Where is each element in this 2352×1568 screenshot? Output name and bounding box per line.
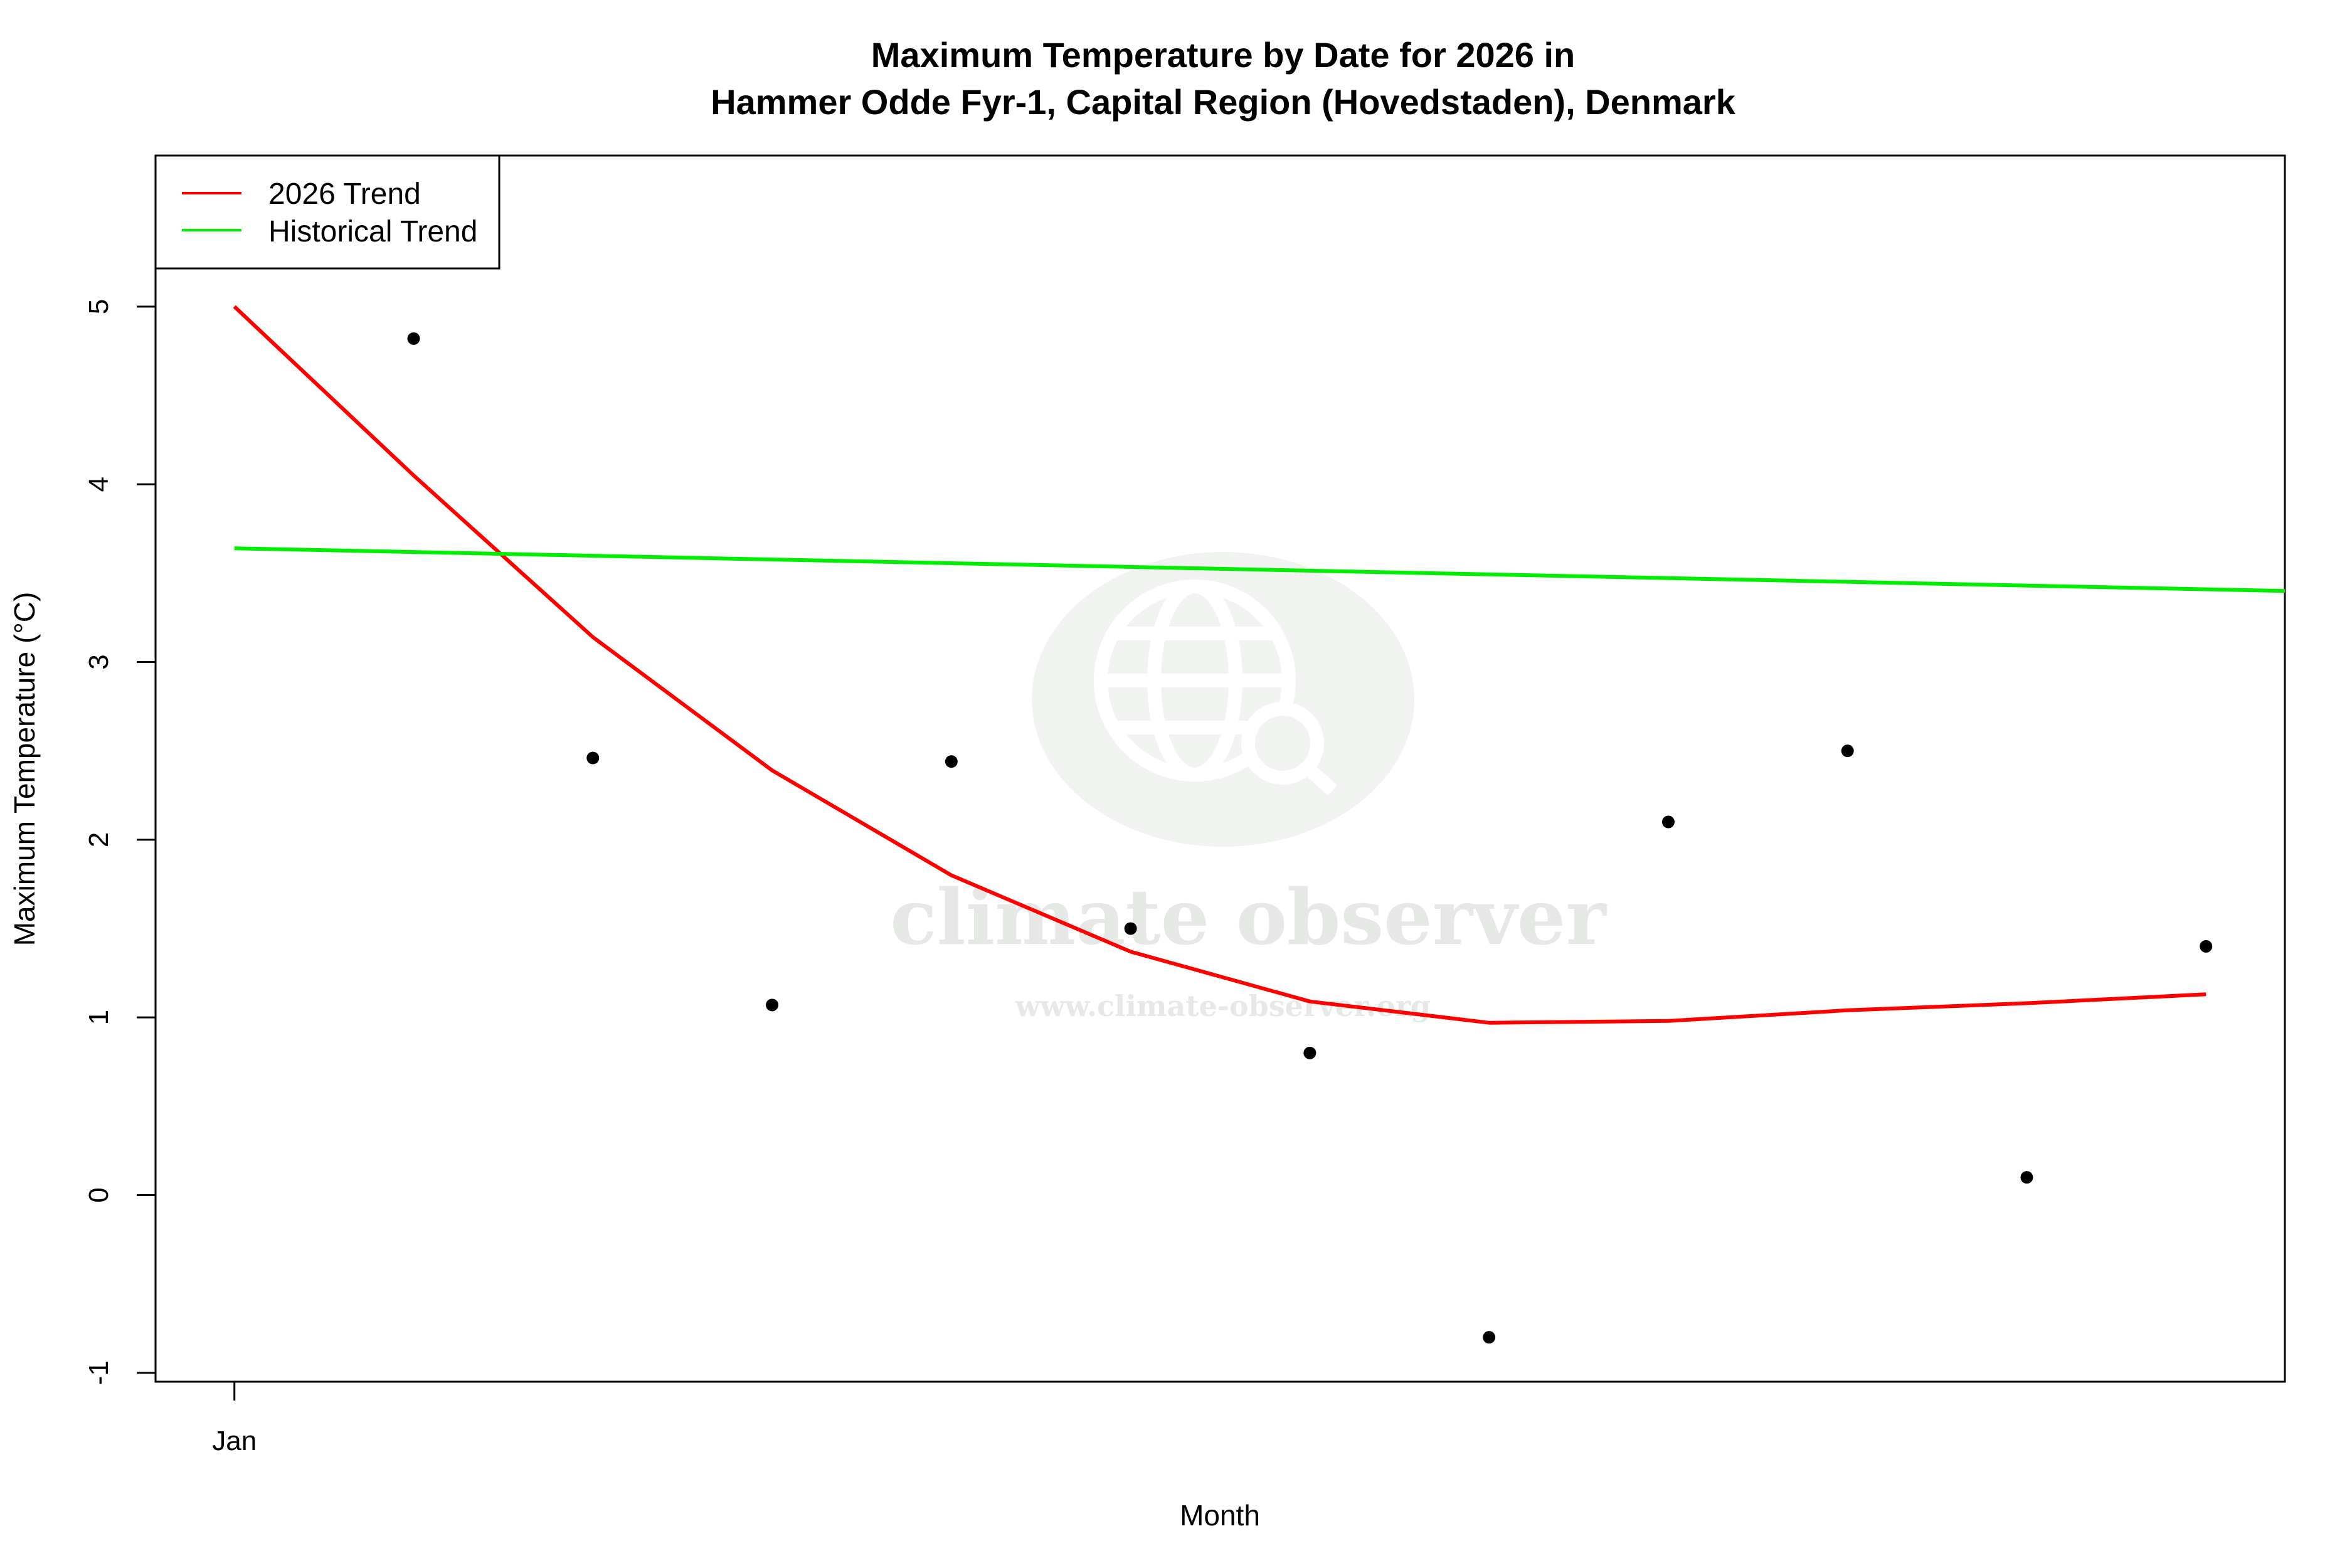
chart-title-line-2: Hammer Odde Fyr-1, Capital Region (Hoved… <box>711 82 1736 122</box>
y-axis-title: Maximum Temperature (°C) <box>8 592 41 946</box>
watermark-name: climate observer <box>890 872 1607 962</box>
data-point <box>1661 815 1675 829</box>
y-tick-label: 0 <box>83 1187 114 1202</box>
legend: 2026 Trend Historical Trend <box>154 154 501 270</box>
y-tick-label: 2 <box>83 832 114 847</box>
data-point <box>945 755 958 768</box>
series-lines <box>233 305 2286 1025</box>
data-point <box>1303 1046 1316 1059</box>
data-points <box>407 332 2213 1344</box>
chart-title-line-1: Maximum Temperature by Date for 2026 in <box>871 35 1575 75</box>
watermark: climate observer www.climate-observer.or… <box>890 552 1608 1023</box>
legend-box <box>154 154 501 270</box>
y-tick-label: -1 <box>83 1360 114 1385</box>
data-point <box>1124 922 1137 935</box>
series-line-historical-trend <box>234 546 2286 593</box>
data-point <box>2020 1171 2033 1184</box>
watermark-url: www.climate-observer.org <box>1015 989 1431 1023</box>
legend-label-historical-trend: Historical Trend <box>268 215 477 248</box>
x-axis: Jan <box>212 1382 257 1456</box>
data-point <box>766 999 779 1012</box>
globe-search-icon <box>1094 580 1338 796</box>
x-tick-label: Jan <box>212 1426 257 1456</box>
legend-label-2026-trend: 2026 Trend <box>268 177 421 211</box>
x-axis-title: Month <box>1180 1499 1260 1532</box>
data-point <box>586 751 600 765</box>
data-point <box>407 332 420 345</box>
data-point <box>2200 940 2213 953</box>
series-line-2026-trend <box>233 305 2206 1025</box>
y-tick-label: 3 <box>83 654 114 669</box>
y-tick-label: 5 <box>83 299 114 314</box>
y-axis: -1 0 1 2 3 4 5 <box>83 299 157 1385</box>
data-point <box>1841 744 1854 758</box>
y-tick-label: 1 <box>83 1010 114 1025</box>
y-tick-label: 4 <box>83 477 114 492</box>
data-point <box>1483 1331 1496 1344</box>
